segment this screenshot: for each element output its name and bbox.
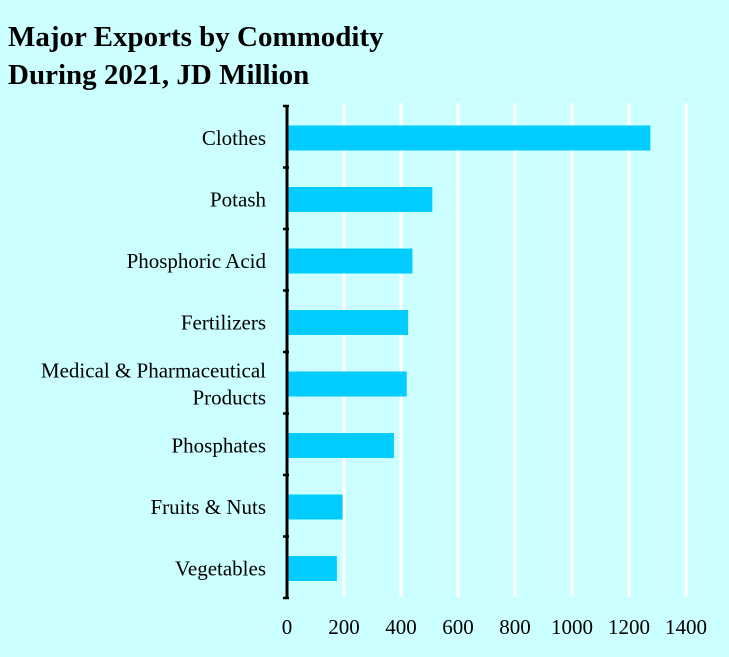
x-tick-label: 800 bbox=[499, 615, 531, 639]
category-label: Medical & Pharmaceutical Products bbox=[41, 359, 266, 410]
bar-phosphates bbox=[287, 433, 394, 458]
x-tick-label: 400 bbox=[385, 615, 417, 639]
chart-title: Major Exports by Commodity During 2021, … bbox=[8, 18, 384, 94]
category-label: Vegetables bbox=[175, 557, 266, 581]
chart-title-line-1: Major Exports by Commodity bbox=[8, 21, 384, 53]
category-label: Clothes bbox=[202, 126, 266, 150]
category-label: Phosphates bbox=[172, 434, 267, 458]
x-tick-label: 1200 bbox=[608, 615, 650, 639]
bar-phosphoric-acid bbox=[287, 248, 413, 274]
x-tick-label: 1000 bbox=[551, 615, 593, 639]
bar-vegetables bbox=[287, 556, 337, 581]
category-label: Phosphoric Acid bbox=[127, 249, 267, 273]
bar-clothes bbox=[287, 125, 651, 151]
x-tick-label: 600 bbox=[442, 615, 474, 639]
bar-fertilizers bbox=[287, 310, 409, 335]
x-tick-label: 200 bbox=[328, 615, 360, 639]
x-tick-label: 0 bbox=[282, 615, 293, 639]
category-label: Fertilizers bbox=[181, 311, 266, 335]
x-tick-label: 1400 bbox=[665, 615, 707, 639]
bar-medical-pharmaceutical-products bbox=[287, 371, 407, 397]
category-label: Fruits & Nuts bbox=[150, 495, 266, 519]
chart-title-line-2: During 2021, JD Million bbox=[8, 59, 310, 91]
bar-potash bbox=[287, 187, 433, 212]
category-label: Potash bbox=[210, 188, 267, 212]
bar-fruits-nuts bbox=[287, 494, 343, 520]
